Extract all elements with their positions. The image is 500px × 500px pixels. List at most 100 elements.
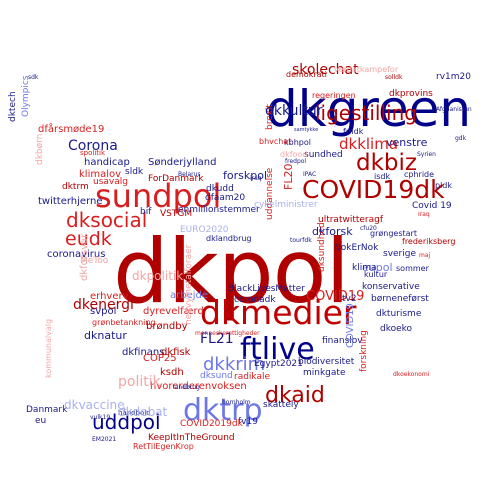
word-dksundhed-vertical: dksundhed: [317, 222, 327, 272]
word-uddpol: uddpol: [92, 410, 161, 434]
word-dkoekonomi: dkoekonomi: [393, 371, 430, 378]
word-cykelministrer: cykelministrer: [254, 200, 318, 210]
word-klimalov: klimalov: [79, 169, 122, 180]
word-minkgate: minkgate: [303, 368, 346, 378]
word-em2021: EM2021: [92, 436, 117, 443]
word-brexit-vertical: brexit: [265, 104, 275, 130]
word-handbold: håndbold: [118, 409, 151, 417]
word-danmark: Danmark: [26, 405, 68, 415]
word-dktrm: dktrm: [62, 182, 89, 192]
word-kommunalvalg-vertical: kommunalvalg: [44, 318, 53, 378]
word-biodiversitet: biodiversitet: [298, 357, 355, 367]
word-hvorerderenvoksen: hvorerderenvoksen: [150, 381, 247, 392]
word-verdatkampefor: verdatkampefor: [334, 65, 399, 74]
word-iraq: Iraq: [418, 211, 430, 218]
word-dktrp: dktrp: [183, 393, 263, 428]
word-grønbetankning: grønbetankning: [92, 318, 156, 327]
word-enmillionstemmer: enmillionstemmer: [178, 205, 260, 215]
word-dkaid: dkaid: [265, 383, 325, 408]
word-dknatur: dknatur: [84, 329, 127, 342]
word-eu: eu: [35, 416, 47, 426]
word-cfu20: cfu20: [360, 225, 377, 232]
word-brondby: brøndby: [146, 321, 188, 332]
word-bhvchat: bhvchat: [259, 137, 292, 146]
word-dkfinans: dkfinans: [122, 347, 165, 358]
word-dkfisk: dkfisk: [161, 347, 191, 358]
word-bornholm: bornholm: [222, 399, 251, 406]
word-covid2019dk: COVID2019dk: [180, 419, 243, 429]
word-dkfood: dkfood: [280, 150, 308, 159]
word-dkkultur: dkkultur: [265, 103, 323, 119]
word-venstre: venstre: [386, 136, 428, 149]
word-cop25: COP25: [143, 353, 177, 364]
word-coronadk: coronadk: [234, 295, 276, 305]
word-bif: bif: [140, 207, 152, 217]
word-finanslov: finanslov: [322, 336, 363, 346]
word-pldk: pldk: [435, 181, 453, 190]
word-olympics-vertical: Olympics: [21, 75, 31, 117]
word-cphride: cphride: [404, 170, 435, 179]
word-dfarsmode19: dfårsmøde19: [38, 124, 105, 135]
word-samtykke: samtykke: [294, 127, 319, 133]
word-konservative: konservative: [362, 282, 420, 292]
word-spolitik: spolitik: [80, 149, 106, 157]
word-sldk: sldk: [125, 167, 144, 177]
word-covid19-vertical: COVID19: [345, 303, 356, 348]
word-fordanmark: ForDanmark: [148, 174, 204, 184]
word-ultratwitteragf: ultratwitteragf: [318, 215, 384, 225]
word-eupol: eupol: [362, 261, 393, 274]
word-dkvaccine-faint: dkvaccine: [64, 398, 125, 412]
word-solldk: solldk: [385, 74, 403, 81]
word-keepitintheground: KeepItInTheGround: [148, 433, 235, 443]
word-arbejde: arbejde: [170, 290, 209, 301]
word-sundhed: sundhed: [304, 150, 343, 160]
word-dkpol: dkpol: [113, 220, 350, 323]
word-dkgreen: dkgreen: [266, 80, 472, 138]
word-forskpol: forskpol: [223, 169, 267, 182]
word-euro2020: EURO2020: [180, 225, 229, 235]
word-isdk: isdk: [374, 172, 391, 181]
word-menneskerettigheder: menneskerettigheder: [195, 330, 260, 337]
word-covid-19: Covid 19: [412, 201, 452, 211]
word-rettilegenkrop: RetTilEgenKrop: [133, 442, 194, 451]
word-demokrati: demokrati: [286, 70, 327, 79]
word-bornenforst: børneneførst: [371, 294, 429, 304]
word-heavymetal-vertical: heavymetalforaer: [184, 244, 194, 325]
word-dkoeko: dkoeko: [380, 324, 413, 334]
word-metoo: MeToo: [80, 256, 109, 266]
word-dktech-vertical: dktech: [8, 91, 18, 122]
word-dkklima: dkklima: [339, 135, 399, 153]
word-fredpol: fredpol: [285, 158, 307, 165]
word-landbrug: landbrug: [173, 384, 200, 391]
word-sundpol: sundpol: [95, 177, 222, 215]
word-dksocial: dksocial: [66, 208, 148, 232]
word-fl20-vertical: FL20: [282, 163, 295, 190]
word-tourfdk: tourfdk: [290, 237, 312, 244]
word-fl21: FL21: [200, 331, 234, 347]
word-sommer: sommer: [396, 264, 429, 273]
word-uddannelse-vertical: uddannelse: [265, 167, 275, 220]
word-skattely: skattely: [263, 400, 299, 410]
word-dfaam20: dfaam20: [205, 193, 246, 203]
word-belarus: Belarus: [178, 171, 201, 178]
word-dyrevelfaerd: dyrevelfærd: [143, 306, 204, 317]
word-radikale: radikale: [234, 372, 271, 382]
word-dkenergi: dkenergi: [73, 297, 134, 313]
word-kultur: kultur: [364, 270, 388, 279]
word-kbhpol: kbhpol: [284, 138, 311, 147]
word-dklandbrug: dklandbrug: [206, 234, 252, 243]
word-noknok: NokErNok: [334, 243, 379, 253]
word-ftlive: ftlive: [240, 332, 315, 367]
word-usavalg: usavalg: [93, 177, 128, 187]
word-politik-faint: politik: [118, 374, 161, 390]
word-covid19-a: COVID19: [306, 289, 365, 304]
word-forskning-vertical: forskning: [359, 330, 369, 372]
word-rv1m20: rv1m20: [436, 72, 471, 82]
word-dkbiz: dkbiz: [356, 150, 417, 176]
word-erhverv: erhverv: [90, 291, 129, 302]
word-coronavirus: coronavirus: [47, 249, 106, 260]
word-skolechat-top: skolechat: [292, 62, 359, 78]
word-dkpolitik-faint: dkpolitik: [132, 269, 184, 283]
word-sverige: sverige: [383, 249, 417, 259]
word-ipac: IPAC: [303, 171, 317, 178]
